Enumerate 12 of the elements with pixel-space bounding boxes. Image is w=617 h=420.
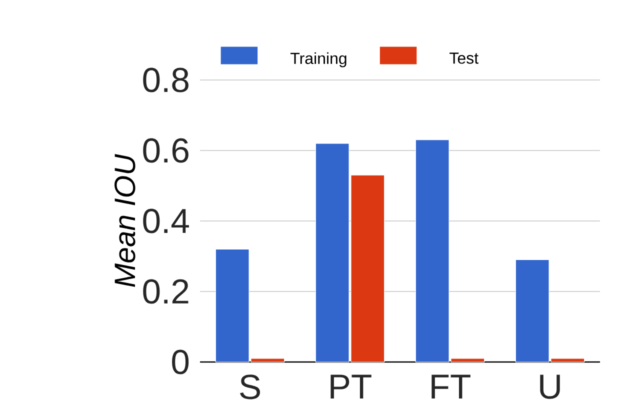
y-tick-label: 0.2 (143, 279, 188, 304)
y-tick-label: 0 (172, 350, 189, 374)
x-tick-label: S (240, 374, 260, 400)
x-tick-label: FT (432, 374, 470, 399)
y-tick-label: 0.6 (143, 138, 188, 163)
y-axis-title: Mean IOU (114, 154, 136, 287)
y-tick-label: 0.4 (143, 208, 189, 234)
legend-label: Training (290, 52, 346, 68)
y-tick-label: 0.8 (143, 68, 188, 92)
x-tick-label: PT (330, 374, 372, 399)
x-tick-label: U (540, 374, 560, 399)
legend-label: Test (450, 52, 478, 64)
